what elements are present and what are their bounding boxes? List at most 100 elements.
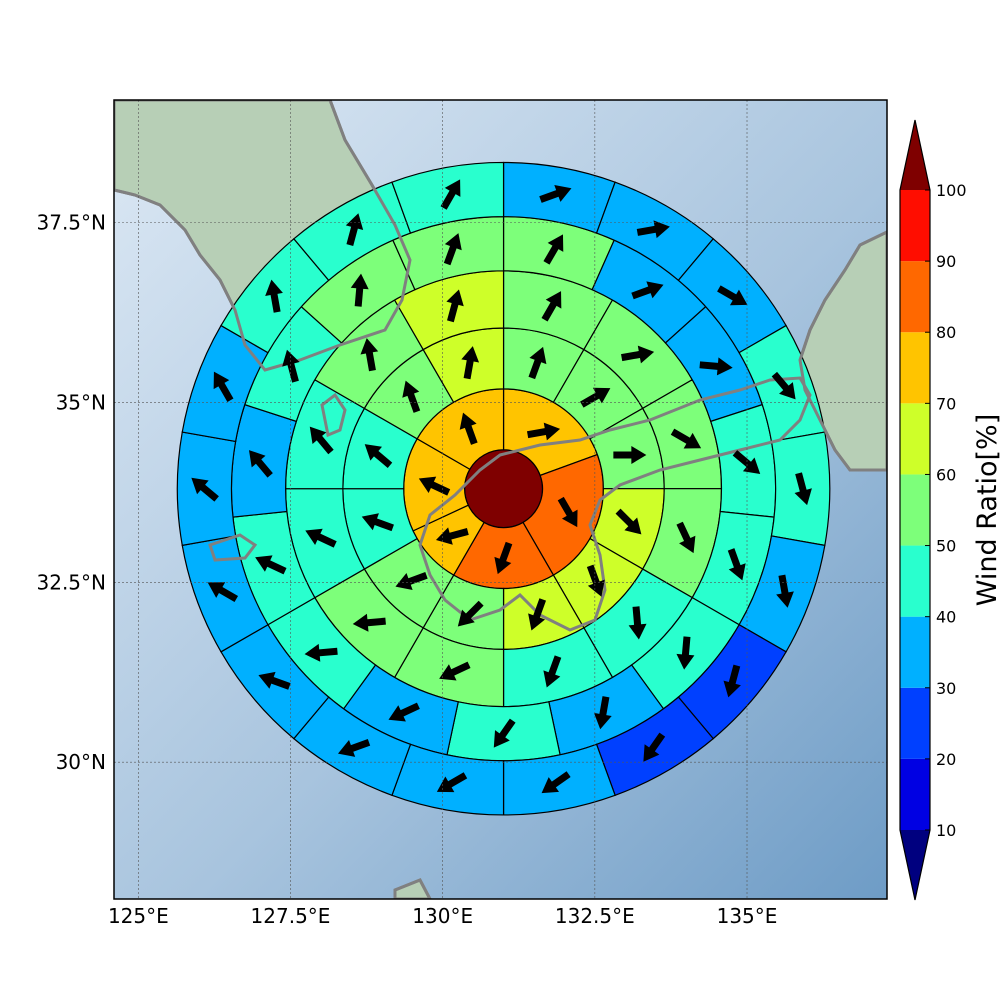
wind-arrow (461, 346, 480, 380)
colorbar-tick-label: 20 (936, 750, 956, 769)
coastline (418, 376, 812, 632)
wind-arrow (621, 345, 655, 364)
lon-tick-label: 127.5°E (251, 904, 331, 928)
wind-arrow (717, 285, 748, 306)
wind-arrow (443, 233, 462, 266)
wind-arrow (350, 273, 369, 307)
colorbar-segment (900, 758, 930, 830)
wind-arrow (361, 513, 394, 532)
wind-arrow (282, 349, 300, 383)
coastline (320, 392, 347, 438)
lat-tick-label: 32.5°N (37, 570, 107, 594)
wind-arrow (402, 380, 421, 413)
wind-arrow (248, 450, 273, 478)
colorbar-segments (899, 119, 931, 901)
wind-arrow (439, 661, 471, 681)
wind-arrow (586, 564, 605, 597)
wind-arrow (670, 428, 702, 449)
colorbar-tick-label: 70 (936, 394, 956, 413)
lon-tick-label: 130°E (412, 904, 473, 928)
colorbar: 10 20 30 40 50 60 70 80 90 100 Wind Rati… (899, 119, 1000, 901)
wind-arrow (723, 664, 741, 698)
wind-arrow (676, 521, 696, 554)
wind-arrow (418, 476, 451, 496)
wind-arrow (493, 718, 516, 748)
longitude-tick-labels: 125°E 127.5°E 130°E 132.5°E 135°E (108, 904, 777, 928)
lat-tick-label: 30°N (56, 750, 106, 774)
wind-arrow (395, 572, 428, 590)
colorbar-tick-label: 60 (936, 465, 956, 484)
wind-arrow (304, 643, 338, 662)
latitude-tick-labels: 37.5°N 35°N 32.5°N 30°N (37, 210, 107, 774)
wind-arrow (388, 702, 420, 722)
wind-arrow (360, 338, 379, 372)
wind-arrow (526, 422, 561, 441)
wind-arrow (539, 184, 572, 203)
colorbar-tick-label: 30 (936, 679, 956, 698)
wind-arrow (732, 450, 761, 475)
lat-tick-label: 35°N (56, 390, 106, 414)
wind-arrow (541, 291, 562, 322)
colorbar-extend-min (900, 830, 930, 900)
coastline (114, 100, 412, 372)
wind-arrow (305, 528, 337, 548)
wind-arrow (628, 606, 647, 640)
coastline (208, 533, 258, 562)
wind-arrow (309, 426, 334, 455)
colorbar-segment (900, 190, 930, 262)
wind-arrow (771, 371, 796, 400)
colorbar-segment (900, 474, 930, 546)
graticule-layer (114, 100, 887, 899)
lon-tick-label: 132.5°E (555, 904, 635, 928)
wind-arrow (435, 527, 469, 545)
wind-arrow (541, 771, 571, 794)
wind-arrow (631, 281, 664, 300)
wind-arrow (191, 477, 219, 502)
wind-arrow (776, 574, 794, 608)
wind-arrow (255, 555, 287, 575)
wind-arrow (580, 387, 611, 408)
colorbar-tick-label: 80 (936, 323, 956, 342)
wind-arrow (727, 548, 746, 581)
map-frame (113, 99, 888, 900)
wind-arrow (636, 220, 670, 239)
colorbar-tick-label: 90 (936, 252, 956, 271)
colorbar-segment (900, 332, 930, 404)
wind-arrow (258, 671, 291, 690)
wind-arrow (213, 371, 234, 402)
wind-arrow (494, 541, 513, 575)
wind-arrow (593, 696, 612, 730)
wind-sector-layer (176, 161, 831, 816)
colorbar-tick-label: 100 (936, 181, 967, 200)
colorbar-segment (900, 403, 930, 475)
wind-arrow (459, 412, 478, 445)
wind-arrow (543, 234, 564, 265)
wind-arrow (528, 346, 547, 380)
coastline (393, 878, 432, 899)
wind-arrow (557, 496, 578, 528)
wind-arrow (446, 289, 464, 323)
wind-arrow (699, 357, 733, 376)
wind-arrow (643, 732, 666, 762)
colorbar-tick-label: 50 (936, 537, 956, 556)
wind-arrow (352, 613, 386, 632)
wind-arrow (364, 444, 393, 468)
colorbar-segment (900, 545, 930, 617)
coastline-layer (114, 100, 887, 899)
lon-tick-label: 125°E (108, 904, 169, 928)
colorbar-title: Wind Ratio[%] (972, 414, 1000, 606)
wind-arrow (337, 739, 371, 757)
lat-tick-label: 37.5°N (37, 210, 107, 234)
colorbar-ticks: 10 20 30 40 50 60 70 80 90 100 (936, 181, 967, 840)
wind-arrow (440, 179, 461, 210)
colorbar-segment (900, 261, 930, 333)
colorbar-extend-max (900, 120, 930, 190)
wind-arrow-layer (191, 179, 812, 794)
wind-arrow (676, 636, 695, 670)
wind-arrow (613, 445, 647, 464)
wind-arrow (265, 279, 283, 313)
colorbar-segment (900, 616, 930, 688)
wind-arrow (528, 598, 547, 631)
wind-arrow (345, 213, 364, 246)
